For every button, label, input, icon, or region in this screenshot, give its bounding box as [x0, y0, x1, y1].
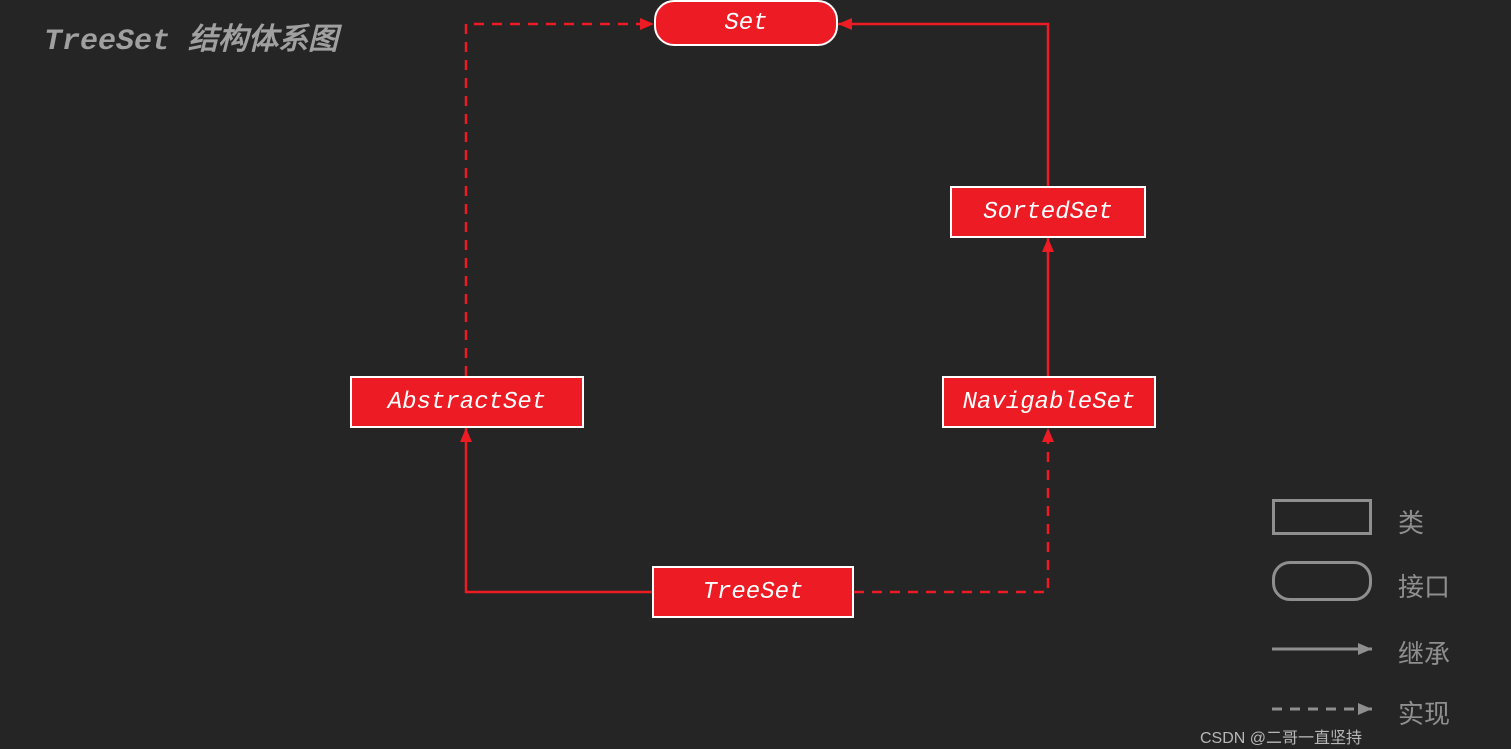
legend-interface-label: 接口 — [1398, 567, 1450, 604]
arrowhead-treeset-extends-abstractset — [460, 428, 472, 442]
edges-layer — [0, 0, 1511, 749]
arrowhead-abstractset-implements-set — [640, 18, 654, 30]
legend-extend-line-arrowhead — [1358, 643, 1372, 655]
legend-class-swatch — [1272, 499, 1372, 535]
arrowhead-navigableset-extends-sortedset — [1042, 238, 1054, 252]
edge-sortedset-extends-set — [838, 24, 1048, 186]
node-navigableset: NavigableSet — [942, 376, 1156, 428]
legend-extend-label: 继承 — [1398, 634, 1450, 671]
edge-treeset-extends-abstractset — [466, 428, 652, 592]
edge-treeset-implements-navigableset — [854, 428, 1048, 592]
node-sortedset: SortedSet — [950, 186, 1146, 238]
legend-implement-line-arrowhead — [1358, 703, 1372, 715]
diagram-stage: TreeSet 结构体系图 Set SortedSet AbstractSet … — [0, 0, 1511, 749]
arrowhead-sortedset-extends-set — [838, 18, 852, 30]
diagram-title: TreeSet 结构体系图 — [44, 14, 338, 59]
legend-implement-label: 实现 — [1398, 694, 1450, 731]
legend-class-label: 类 — [1398, 503, 1424, 540]
node-treeset: TreeSet — [652, 566, 854, 618]
watermark-text: CSDN @二哥一直坚持 — [1200, 724, 1362, 748]
node-abstractset: AbstractSet — [350, 376, 584, 428]
arrowhead-treeset-implements-navigableset — [1042, 428, 1054, 442]
legend-interface-swatch — [1272, 561, 1372, 601]
node-set: Set — [654, 0, 838, 46]
edge-abstractset-implements-set — [466, 24, 654, 376]
